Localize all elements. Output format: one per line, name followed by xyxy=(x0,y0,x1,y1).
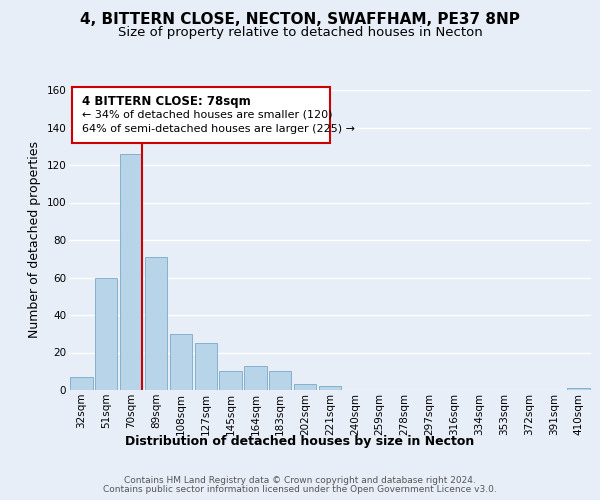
Bar xyxy=(294,384,316,390)
Bar xyxy=(145,257,167,390)
Text: 64% of semi-detached houses are larger (225) →: 64% of semi-detached houses are larger (… xyxy=(82,124,355,134)
Bar xyxy=(95,278,118,390)
Y-axis label: Number of detached properties: Number of detached properties xyxy=(28,142,41,338)
Bar xyxy=(70,377,92,390)
Text: 4 BITTERN CLOSE: 78sqm: 4 BITTERN CLOSE: 78sqm xyxy=(82,94,251,108)
Bar xyxy=(568,388,590,390)
Text: Size of property relative to detached houses in Necton: Size of property relative to detached ho… xyxy=(118,26,482,39)
Text: Contains HM Land Registry data © Crown copyright and database right 2024.: Contains HM Land Registry data © Crown c… xyxy=(124,476,476,485)
FancyBboxPatch shape xyxy=(71,87,330,142)
Bar xyxy=(170,334,192,390)
Bar xyxy=(194,343,217,390)
Bar xyxy=(244,366,266,390)
Text: Distribution of detached houses by size in Necton: Distribution of detached houses by size … xyxy=(125,435,475,448)
Text: Contains public sector information licensed under the Open Government Licence v3: Contains public sector information licen… xyxy=(103,485,497,494)
Bar xyxy=(269,371,292,390)
Bar xyxy=(120,154,142,390)
Bar xyxy=(319,386,341,390)
Text: ← 34% of detached houses are smaller (120): ← 34% of detached houses are smaller (12… xyxy=(82,110,332,120)
Text: 4, BITTERN CLOSE, NECTON, SWAFFHAM, PE37 8NP: 4, BITTERN CLOSE, NECTON, SWAFFHAM, PE37… xyxy=(80,12,520,28)
Bar xyxy=(220,371,242,390)
